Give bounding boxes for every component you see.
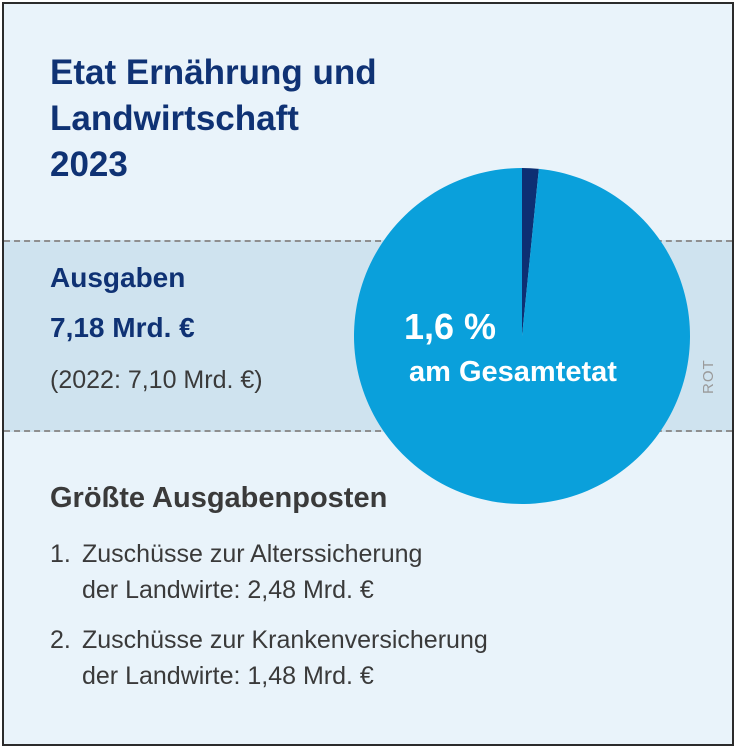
pie-slice-1 (522, 168, 539, 336)
posten-item-line-2: der Landwirte: 2,48 Mrd. € (82, 576, 374, 604)
ausgaben-previous-year: (2022: 7,10 Mrd. €) (50, 366, 263, 394)
title-line-2: Landwirtschaft (50, 99, 299, 138)
credit-text: ROT (700, 359, 717, 394)
posten-item-number: 1. (50, 540, 71, 568)
posten-item-2: 2. Zuschüsse zur Krankenversicherung der … (50, 622, 488, 694)
page-title: Etat Ernährung und Landwirtschaft 2023 (50, 50, 377, 188)
pie-slice-2 (354, 168, 690, 504)
posten-item-line-1: Zuschüsse zur Alterssicherung (82, 540, 423, 568)
ausgaben-label: Ausgaben (50, 262, 186, 293)
pie-percentage-label: 1,6 % (404, 306, 497, 347)
ausgaben-value: 7,18 Mrd. € (50, 312, 195, 343)
title-line-3: 2023 (50, 145, 128, 184)
pie-caption: am Gesamtetat (409, 356, 617, 388)
pie-slices (354, 168, 690, 504)
pie-chart (354, 168, 690, 504)
posten-item-1: 1. Zuschüsse zur Alterssicherung der Land… (50, 536, 422, 608)
posten-item-number: 2. (50, 626, 71, 654)
posten-item-line-1: Zuschüsse zur Krankenversicherung (82, 626, 488, 654)
posten-title: Größte Ausgabenposten (50, 482, 388, 514)
title-line-1: Etat Ernährung und (50, 53, 377, 92)
posten-item-line-2: der Landwirte: 1,48 Mrd. € (82, 662, 374, 690)
